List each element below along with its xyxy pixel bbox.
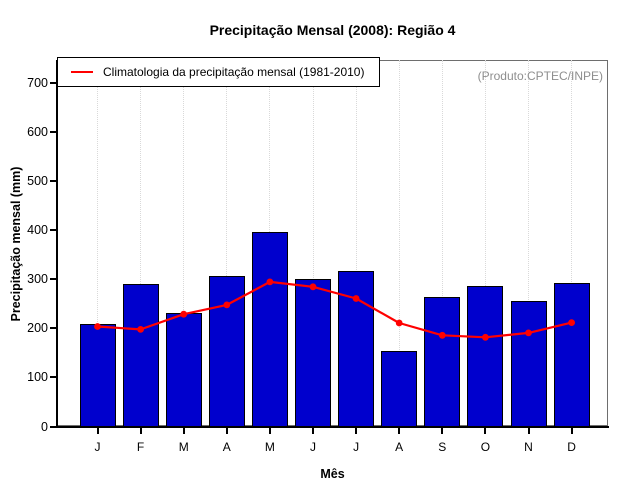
bar-J-5 [295, 279, 331, 427]
x-tick-7 [398, 428, 401, 434]
legend-box: Climatologia da precipitação mensal (198… [57, 57, 380, 87]
bar-M-4 [251, 231, 288, 427]
bar-A-3 [208, 276, 245, 427]
gridline-month-3 [226, 60, 228, 426]
legend-red-line-icon [71, 70, 93, 74]
y-tick-0 [50, 425, 56, 428]
y-tick-label-0: 0 [41, 419, 48, 434]
bar-N-10 [510, 301, 547, 427]
gridline-month-10 [528, 60, 529, 426]
x-tick-label-4: M [264, 440, 275, 454]
gridline-month-8 [441, 60, 443, 426]
x-tick-label-1: F [136, 440, 145, 454]
y-tick-label-300: 300 [27, 272, 48, 287]
y-axis-title: Precipitação mensal (mm) [9, 166, 23, 322]
y-tick-label-100: 100 [27, 370, 48, 385]
y-tick-label-700: 700 [27, 76, 48, 91]
legend-label: Climatologia da precipitação mensal (198… [103, 65, 365, 79]
bar-O-9 [467, 286, 504, 427]
x-tick-label-0: J [94, 440, 101, 454]
x-tick-8 [441, 428, 444, 434]
gridline-month-2 [183, 60, 185, 426]
y-axis-line [56, 60, 58, 428]
gridline-month-1 [140, 60, 142, 426]
x-tick-6 [355, 428, 358, 434]
x-tick-label-9: O [480, 440, 491, 454]
x-tick-5 [312, 428, 314, 434]
x-tick-label-11: D [567, 440, 576, 454]
x-axis-title: Mês [320, 467, 345, 481]
bar-J-6 [338, 271, 375, 427]
source-annotation: (Produto:CPTEC/INPE) [477, 69, 603, 83]
y-tick-200 [50, 327, 56, 330]
y-tick-label-400: 400 [27, 223, 48, 238]
x-tick-label-5: J [310, 440, 316, 454]
gridline-month-5 [312, 60, 314, 426]
bar-D-11 [553, 282, 590, 427]
y-tick-700 [50, 82, 56, 85]
y-tick-300 [50, 278, 56, 281]
x-axis-line [56, 426, 609, 428]
x-tick-label-7: A [395, 440, 404, 454]
x-tick-10 [527, 428, 530, 434]
y-tick-500 [50, 180, 56, 183]
bar-A-7 [381, 351, 418, 427]
y-tick-100 [50, 376, 56, 379]
y-tick-400 [50, 229, 56, 232]
bar-S-8 [424, 296, 461, 427]
gridline-month-6 [355, 60, 357, 426]
x-tick-2 [182, 428, 185, 434]
x-tick-0 [96, 428, 99, 434]
bar-F-1 [122, 283, 159, 427]
y-tick-label-500: 500 [27, 174, 48, 189]
gridline-month-0 [97, 60, 98, 426]
y-tick-label-600: 600 [27, 125, 48, 140]
x-tick-label-10: N [524, 440, 533, 454]
gridline-month-11 [571, 60, 573, 426]
gridline-month-7 [398, 60, 400, 426]
x-tick-label-2: M [178, 440, 189, 454]
y-tick-600 [50, 131, 56, 134]
bar-M-2 [165, 313, 202, 427]
x-tick-9 [484, 428, 487, 434]
bar-J-0 [79, 323, 116, 427]
x-tick-3 [225, 428, 228, 434]
y-tick-label-200: 200 [27, 321, 48, 336]
x-tick-1 [139, 428, 142, 434]
x-tick-4 [268, 428, 271, 434]
x-tick-label-3: A [222, 440, 231, 454]
x-tick-11 [570, 428, 573, 434]
x-tick-label-8: S [438, 440, 447, 454]
gridline-month-9 [484, 60, 486, 426]
x-tick-label-6: J [353, 440, 360, 454]
chart-title: Precipitação Mensal (2008): Região 4 [209, 22, 456, 38]
